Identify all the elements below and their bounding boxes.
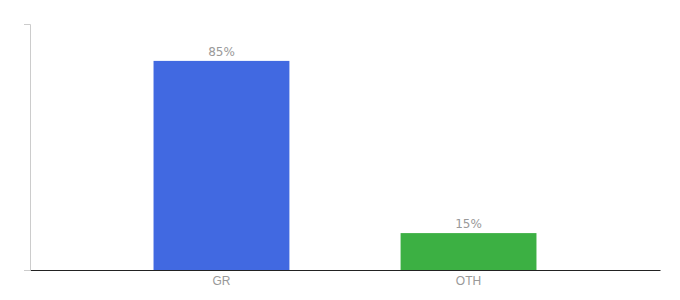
x-axis: GR OTH — [31, 270, 661, 288]
x-tick: GR — [212, 270, 230, 288]
bar — [401, 233, 537, 270]
bars — [154, 61, 537, 270]
y-axis-line — [24, 25, 31, 271]
y-axis — [24, 25, 31, 271]
chart: GR OTH 85% 15% — [0, 0, 680, 300]
bar — [154, 61, 290, 270]
data-label: 15% — [455, 217, 482, 231]
x-tick: OTH — [456, 270, 481, 288]
plot: GR OTH 85% 15% — [24, 25, 661, 288]
x-axis-line — [31, 270, 661, 271]
data-label: 85% — [208, 45, 235, 59]
x-tick-label: GR — [212, 274, 230, 288]
data-labels: 85% 15% — [208, 45, 482, 231]
x-tick-label: OTH — [456, 274, 481, 288]
